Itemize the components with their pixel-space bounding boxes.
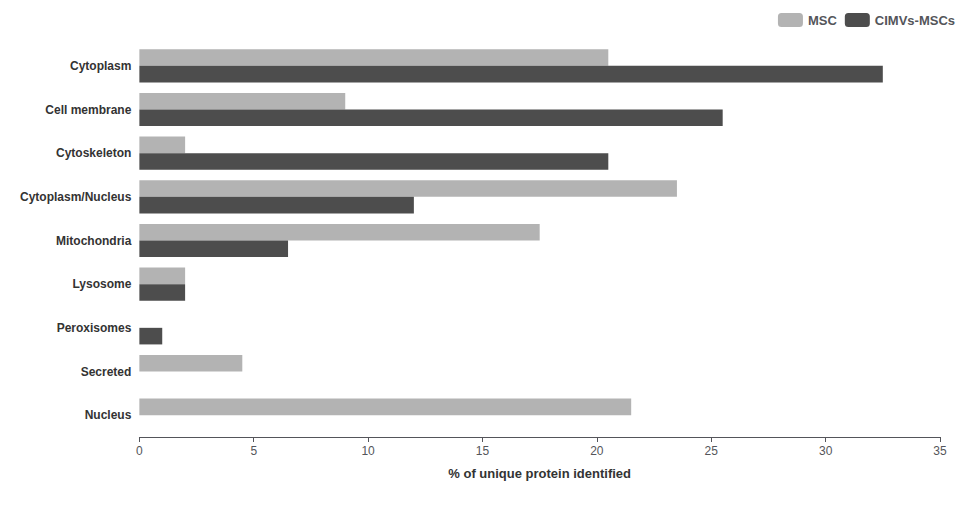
svg-text:5: 5 <box>250 444 257 458</box>
svg-text:Mitochondria: Mitochondria <box>56 234 132 248</box>
svg-text:% of unique protein identified: % of unique protein identified <box>448 466 631 481</box>
svg-text:25: 25 <box>705 444 719 458</box>
svg-text:Peroxisomes: Peroxisomes <box>57 321 132 335</box>
svg-text:CIMVs-MSCs: CIMVs-MSCs <box>875 13 955 28</box>
svg-text:30: 30 <box>819 444 833 458</box>
svg-text:Secreted: Secreted <box>81 365 132 379</box>
svg-text:10: 10 <box>361 444 375 458</box>
svg-text:35: 35 <box>933 444 947 458</box>
svg-text:MSC: MSC <box>808 13 838 28</box>
svg-text:0: 0 <box>136 444 143 458</box>
svg-text:Cytoskeleton: Cytoskeleton <box>56 146 131 160</box>
svg-text:Cytoplasm: Cytoplasm <box>70 59 131 73</box>
svg-text:20: 20 <box>590 444 604 458</box>
svg-text:15: 15 <box>476 444 490 458</box>
svg-text:Cytoplasm/Nucleus: Cytoplasm/Nucleus <box>20 190 132 204</box>
svg-text:Lysosome: Lysosome <box>72 277 131 291</box>
svg-text:Cell membrane: Cell membrane <box>45 103 131 117</box>
svg-text:Nucleus: Nucleus <box>85 408 132 422</box>
